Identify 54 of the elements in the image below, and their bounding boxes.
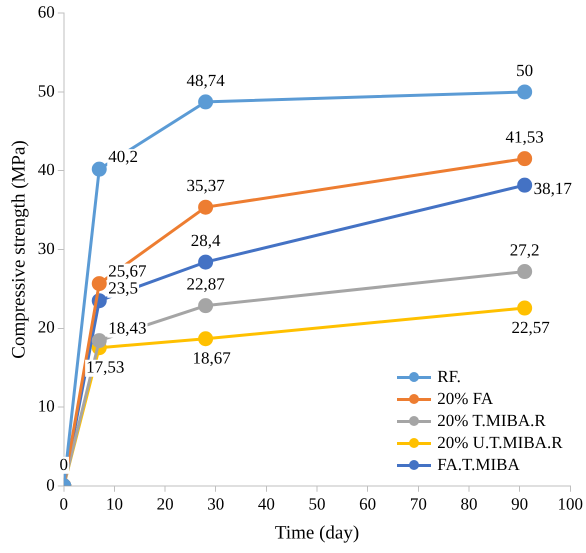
y-tick-label: 60 (38, 2, 55, 22)
x-tick-label: 70 (410, 494, 427, 514)
point (92, 333, 107, 348)
data-label: 0 (60, 454, 68, 474)
data-label: 40,2 (108, 147, 138, 166)
data-label: 35,37 (186, 176, 226, 196)
y-axis-title: Compressive strength (MPa) (8, 140, 30, 359)
point (198, 298, 214, 314)
data-label: 22,57 (512, 318, 550, 337)
point (198, 331, 214, 346)
y-tick-label: 30 (38, 238, 55, 258)
x-tick-label: 40 (258, 494, 275, 514)
data-label: 27,2 (510, 240, 540, 260)
x-tick-label: 0 (60, 494, 68, 514)
point (92, 162, 107, 177)
legend-label: 20% T.MIBA.R (437, 410, 546, 431)
point (517, 151, 532, 166)
y-tick-label: 50 (38, 81, 55, 100)
point (517, 178, 532, 193)
data-label: 22,87 (186, 274, 226, 294)
x-tick-label: 100 (558, 494, 583, 514)
data-label: 38,17 (534, 179, 572, 198)
x-tick-label: 60 (359, 494, 376, 514)
data-label: 50 (516, 60, 534, 80)
point (198, 94, 214, 110)
point (517, 264, 532, 280)
legend-label: RF. (437, 366, 461, 387)
data-label: 41,53 (506, 128, 544, 147)
x-tick-label: 20 (156, 494, 174, 514)
data-label: 23,5 (108, 278, 138, 298)
point (198, 254, 214, 270)
data-label: 17,53 (86, 358, 124, 377)
point (517, 84, 532, 100)
x-tick-label: 90 (511, 494, 528, 514)
data-label: 18,67 (192, 348, 232, 368)
point (198, 200, 214, 215)
y-tick-label: 0 (46, 475, 55, 494)
legend-label: 20% FA (437, 388, 494, 409)
data-label: 18,43 (108, 318, 146, 338)
y-tick-label: 10 (38, 396, 55, 416)
x-axis-title: Time (day) (274, 522, 360, 544)
y-tick-label: 20 (38, 318, 55, 337)
x-tick-label: 30 (207, 494, 224, 514)
point (517, 300, 532, 316)
y-tick-label: 40 (38, 160, 55, 180)
x-tick-label: 80 (460, 494, 478, 514)
data-label: 48,74 (186, 70, 226, 90)
x-tick-label: 50 (308, 494, 326, 514)
x-tick-label: 10 (106, 494, 123, 514)
data-label: 28,4 (190, 231, 221, 250)
legend-label: FA.T.MIBA (437, 454, 520, 475)
data-label: 25,67 (108, 262, 147, 281)
legend-label: 20% U.T.MIBA.R (437, 432, 563, 453)
point (92, 276, 107, 292)
